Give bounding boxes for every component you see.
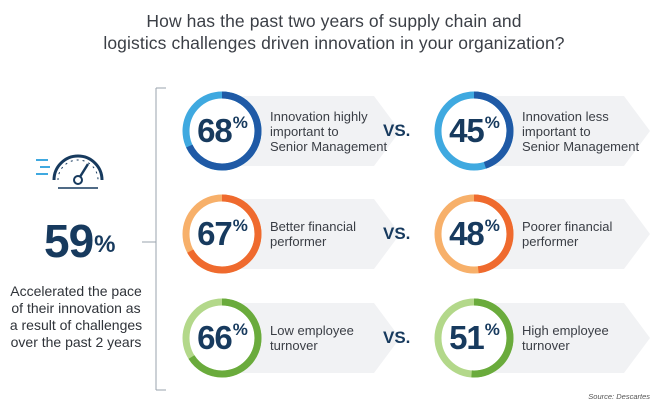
percent-number: 66 [197,319,233,356]
label-line: Poorer financial [522,219,613,234]
percent-ring-right: 45% [432,89,516,173]
percent-sign: % [484,216,500,235]
comparison-label: Innovation less important to Senior Manage… [522,109,639,154]
label-line: turnover [522,338,570,353]
headline-stat: 59% [44,215,116,267]
percent-number: 45 [449,112,485,149]
label-line: turnover [270,338,318,353]
percent-number: 68 [197,112,233,149]
ring-value-arc [182,298,262,378]
ring-value-arc [434,298,514,378]
percent-value: 45% [432,89,516,173]
comparison-label: Poorer financial performer [522,219,612,249]
headline-desc-line: of their innovation as [11,300,141,316]
percent-value: 68% [180,89,264,173]
percent-value: 48% [432,192,516,276]
percent-sign: % [232,113,248,132]
percent-number: 48 [449,215,485,252]
percent-number: 67 [197,215,233,252]
label-line: Low employee [270,323,354,338]
label-line: performer [270,234,327,249]
percent-sign: % [232,216,248,235]
source-note: Source: Descartes [588,392,650,401]
title-line-1: How has the past two years of supply cha… [146,11,522,31]
comparison-label: Low employee turnover [270,323,354,353]
vs-label: VS. [383,224,411,243]
chart-title: How has the past two years of supply cha… [0,10,668,54]
label-line: important to [270,123,339,139]
vs-label: VS. [383,328,411,347]
bracket-connector [142,87,166,391]
percent-ring-right: 51% [432,296,516,380]
ring-value-arc [434,194,514,274]
speedometer-icon [36,154,104,189]
vs-label: VS. [383,121,411,140]
headline-description: Accelerated the pace of their innovation… [0,283,152,351]
ring-value-arc [434,91,514,171]
percent-ring-right: 48% [432,192,516,276]
label-line: Innovation less [522,108,609,124]
comparison-label: Better financial performer [270,219,356,249]
percent-value: 67% [180,192,264,276]
label-line: Innovation highly [270,108,368,124]
label-line: Better financial [270,219,356,234]
percent-value: 66% [180,296,264,380]
percent-sign: % [484,320,500,339]
percent-ring-left: 67% [180,192,264,276]
headline-desc-line: Accelerated the pace [10,283,142,299]
label-line: Senior Management [522,138,640,154]
percent-value: 51% [432,296,516,380]
headline-value: 59 [44,215,94,267]
percent-ring-left: 66% [180,296,264,380]
label-line: Senior Management [270,138,388,154]
label-line: performer [522,234,579,249]
ring-value-arc [182,194,262,274]
ring-value-arc [182,91,262,171]
label-line: High employee [522,323,609,338]
comparison-label: Innovation highly important to Senior Mana… [270,109,387,154]
comparison-label: High employee turnover [522,323,609,353]
percent-ring-left: 68% [180,89,264,173]
headline-desc-line: over the past 2 years [10,334,142,350]
percent-sign: % [484,113,500,132]
label-line: important to [522,123,591,139]
title-line-2: logistics challenges driven innovation i… [103,33,565,53]
headline-desc-line: a result of challenges [9,317,143,333]
headline-percent: % [94,231,115,258]
percent-sign: % [232,320,248,339]
percent-number: 51 [449,319,485,356]
